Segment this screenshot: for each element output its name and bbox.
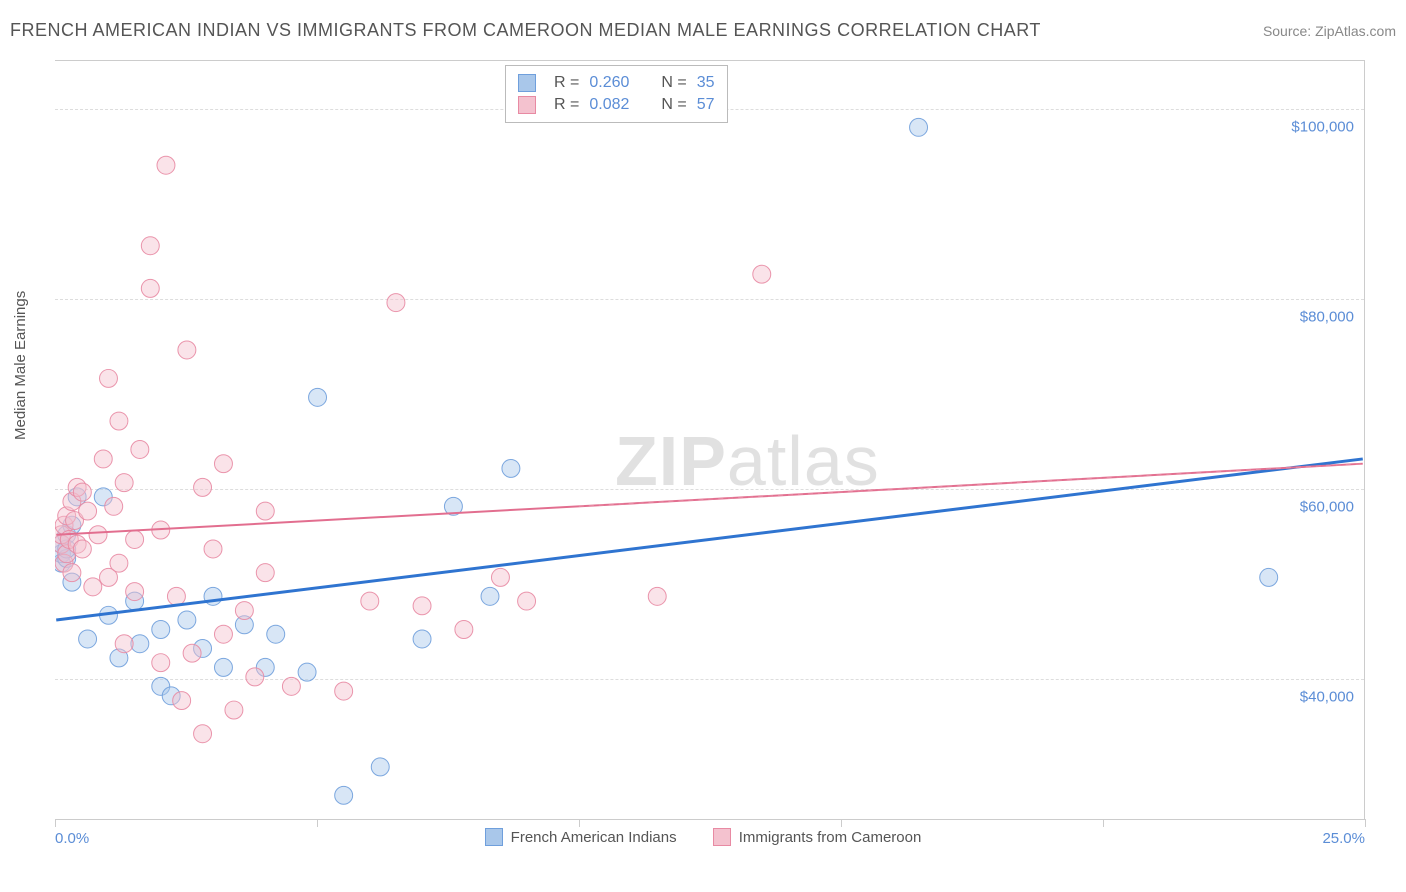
data-point <box>246 668 264 686</box>
stats-n-value-1: 35 <box>697 74 715 92</box>
legend-item-2: Immigrants from Cameroon <box>713 828 922 846</box>
chart-title: FRENCH AMERICAN INDIAN VS IMMIGRANTS FRO… <box>10 20 1041 41</box>
data-point <box>335 682 353 700</box>
data-point <box>413 630 431 648</box>
data-point <box>178 341 196 359</box>
data-point <box>298 663 316 681</box>
data-point <box>115 474 133 492</box>
data-point <box>152 621 170 639</box>
data-point <box>481 587 499 605</box>
data-point <box>214 455 232 473</box>
data-point <box>126 531 144 549</box>
data-point <box>105 497 123 515</box>
data-point <box>455 621 473 639</box>
data-point <box>413 597 431 615</box>
data-point <box>167 587 185 605</box>
data-point <box>152 654 170 672</box>
source-attribution: Source: ZipAtlas.com <box>1263 23 1396 39</box>
trend-line <box>56 459 1363 620</box>
x-tick <box>841 819 842 827</box>
data-point <box>79 630 97 648</box>
data-point <box>1260 568 1278 586</box>
legend-swatch-1 <box>485 828 503 846</box>
data-point <box>371 758 389 776</box>
x-tick <box>1365 819 1366 827</box>
legend-label-2: Immigrants from Cameroon <box>739 829 922 846</box>
swatch-series-2 <box>518 96 536 114</box>
data-point <box>173 692 191 710</box>
data-point <box>194 725 212 743</box>
data-point <box>89 526 107 544</box>
data-point <box>214 658 232 676</box>
data-point <box>100 369 118 387</box>
data-point <box>84 578 102 596</box>
legend-item-1: French American Indians <box>485 828 677 846</box>
stats-n-value-2: 57 <box>697 96 715 114</box>
bottom-legend: French American Indians Immigrants from … <box>0 828 1406 850</box>
stats-n-label: N = <box>661 74 686 92</box>
data-point <box>73 483 91 501</box>
data-point <box>225 701 243 719</box>
data-point <box>178 611 196 629</box>
data-point <box>267 625 285 643</box>
data-point <box>282 677 300 695</box>
data-point <box>502 459 520 477</box>
chart-svg <box>55 61 1364 819</box>
data-point <box>126 583 144 601</box>
data-point <box>157 156 175 174</box>
data-point <box>256 502 274 520</box>
data-point <box>73 540 91 558</box>
data-point <box>753 265 771 283</box>
swatch-series-1 <box>518 74 536 92</box>
data-point <box>214 625 232 643</box>
data-point <box>910 118 928 136</box>
x-tick <box>55 819 56 827</box>
stats-row-series-1: R = 0.260 N = 35 <box>518 72 715 94</box>
stats-row-series-2: R = 0.082 N = 57 <box>518 94 715 116</box>
data-point <box>648 587 666 605</box>
data-point <box>309 388 327 406</box>
data-point <box>131 440 149 458</box>
data-point <box>63 564 81 582</box>
x-tick <box>1103 819 1104 827</box>
y-axis-label: Median Male Earnings <box>12 291 29 440</box>
data-point <box>110 554 128 572</box>
data-point <box>79 502 97 520</box>
stats-n-label: N = <box>661 96 686 114</box>
legend-swatch-2 <box>713 828 731 846</box>
plot-area: ZIPatlas R = 0.260 N = 35 R = 0.082 N = … <box>55 60 1365 820</box>
data-point <box>110 412 128 430</box>
data-point <box>115 635 133 653</box>
stats-legend-box: R = 0.260 N = 35 R = 0.082 N = 57 <box>505 65 728 123</box>
data-point <box>335 786 353 804</box>
data-point <box>194 478 212 496</box>
x-tick <box>317 819 318 827</box>
stats-r-value-1: 0.260 <box>589 74 629 92</box>
data-point <box>141 237 159 255</box>
data-point <box>518 592 536 610</box>
data-point <box>141 279 159 297</box>
data-point <box>235 602 253 620</box>
data-point <box>491 568 509 586</box>
data-point <box>361 592 379 610</box>
data-point <box>387 294 405 312</box>
data-point <box>204 540 222 558</box>
stats-r-label: R = <box>554 96 579 114</box>
data-point <box>183 644 201 662</box>
x-tick <box>579 819 580 827</box>
data-point <box>94 450 112 468</box>
data-point <box>256 564 274 582</box>
legend-label-1: French American Indians <box>511 829 677 846</box>
stats-r-value-2: 0.082 <box>589 96 629 114</box>
stats-r-label: R = <box>554 74 579 92</box>
